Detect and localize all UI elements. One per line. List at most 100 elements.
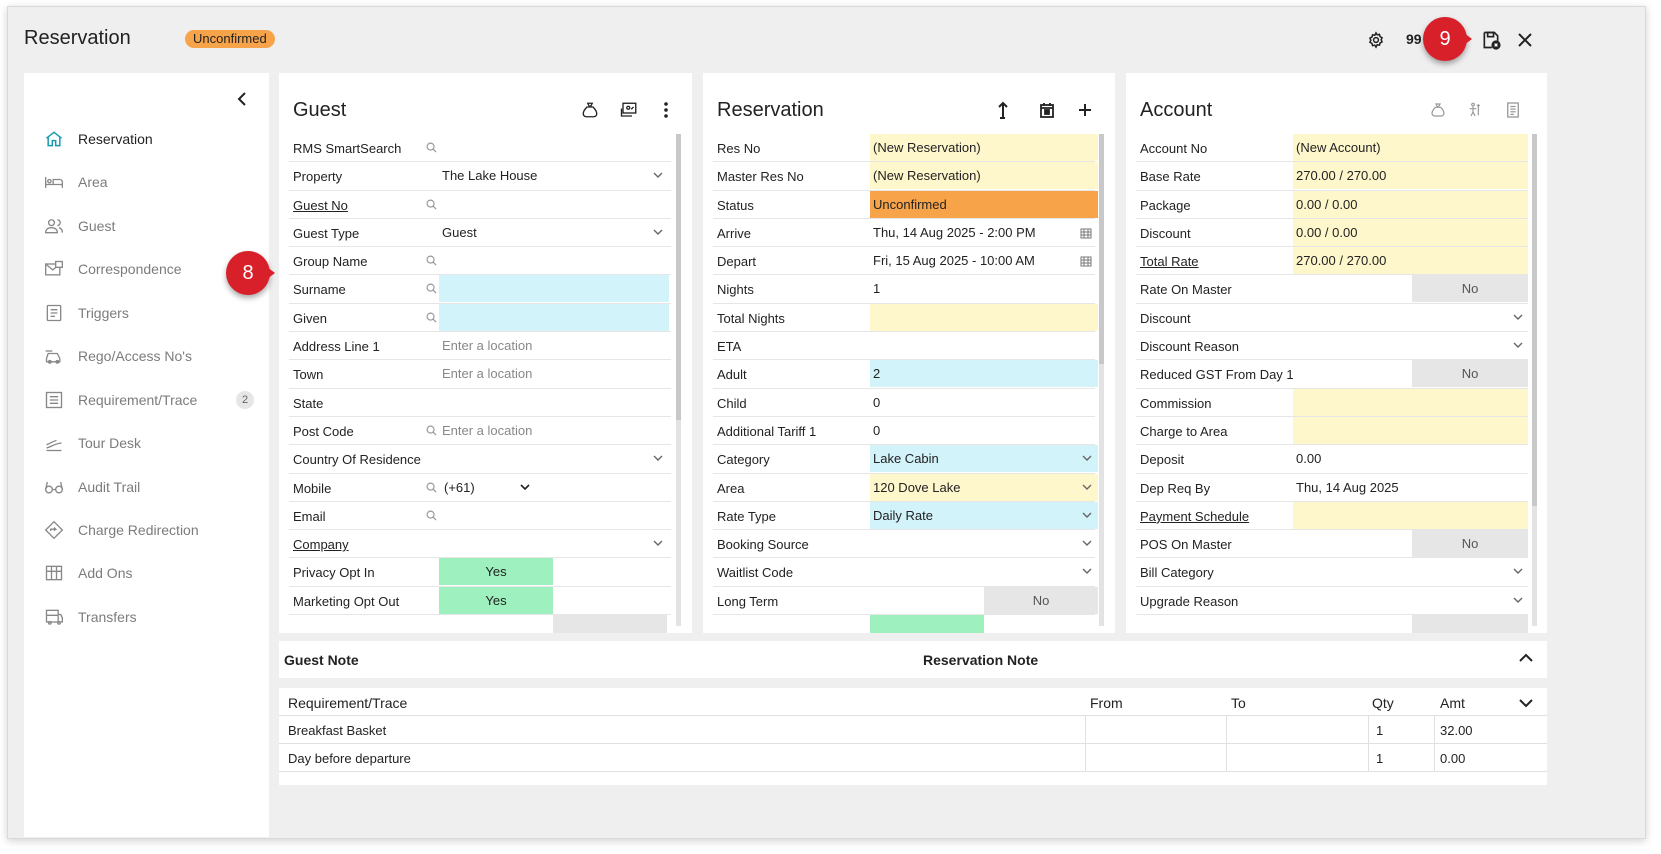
upgrade-reason-select[interactable] — [1293, 587, 1528, 614]
chevron-down-icon[interactable] — [1082, 511, 1092, 519]
waitlist-code-select[interactable] — [870, 558, 1098, 585]
partial-toggle[interactable] — [870, 615, 984, 633]
save-close-icon[interactable] — [1480, 29, 1502, 51]
chevron-down-icon[interactable] — [653, 454, 663, 462]
depart-date-input[interactable]: Fri, 15 Aug 2025 - 10:00 AM — [873, 253, 1035, 269]
search-icon[interactable] — [426, 199, 437, 210]
child-input[interactable]: 0 — [873, 394, 881, 410]
discount-select[interactable] — [1293, 304, 1528, 331]
adult-input[interactable]: 2 — [870, 360, 1098, 388]
receipt-icon[interactable] — [1502, 99, 1524, 121]
chevron-up-icon[interactable] — [1519, 653, 1533, 663]
calendar-icon[interactable] — [1080, 227, 1092, 239]
property-select[interactable]: The Lake House — [442, 168, 538, 184]
search-icon[interactable] — [426, 482, 437, 493]
sidebar-item-charge-redirection[interactable]: Charge Redirection — [44, 518, 199, 542]
partial-toggle[interactable] — [1412, 615, 1528, 633]
search-icon[interactable] — [426, 283, 437, 294]
pos-on-master-toggle[interactable]: No — [1412, 530, 1528, 558]
arrive-date-input[interactable]: Thu, 14 Aug 2025 - 2:00 PM — [873, 224, 1036, 240]
calendar-icon[interactable] — [1080, 255, 1092, 267]
table-row[interactable]: Breakfast Basket 1 32.00 — [279, 716, 1547, 744]
arrow-up-icon[interactable] — [992, 99, 1014, 121]
sidebar-item-add-ons[interactable]: Add Ons — [44, 561, 132, 585]
search-icon[interactable] — [426, 425, 437, 436]
booking-source-select[interactable] — [870, 530, 1098, 557]
chevron-down-icon[interactable] — [1082, 483, 1092, 491]
close-icon[interactable] — [1514, 29, 1536, 51]
search-icon[interactable] — [426, 142, 437, 153]
sidebar-item-transfers[interactable]: Transfers — [44, 605, 137, 629]
bill-category-select[interactable] — [1293, 558, 1528, 585]
category-select[interactable]: Lake Cabin — [870, 445, 1098, 473]
town-input[interactable]: Enter a location — [442, 366, 533, 382]
address-line-1-input[interactable]: Enter a location — [442, 338, 533, 354]
discount-reason-select[interactable] — [1293, 332, 1528, 359]
surname-input[interactable] — [439, 275, 669, 303]
area-select[interactable]: 120 Dove Lake — [870, 473, 1098, 501]
more-options-icon[interactable] — [655, 99, 677, 121]
guest-card-icon[interactable] — [618, 99, 640, 121]
email-input[interactable] — [439, 502, 669, 529]
nights-input[interactable]: 1 — [873, 281, 881, 297]
country-select[interactable] — [439, 445, 669, 472]
sidebar-item-reservation[interactable]: Reservation — [44, 127, 153, 151]
sidebar-item-correspondence[interactable]: Correspondence — [44, 257, 182, 281]
eta-input[interactable] — [870, 332, 1098, 359]
chevron-down-icon[interactable] — [520, 483, 530, 491]
sidebar-item-guest[interactable]: Guest — [44, 214, 115, 238]
add-icon[interactable] — [1074, 99, 1096, 121]
mobile-input[interactable] — [539, 474, 669, 501]
calendar-add-icon[interactable] — [1036, 99, 1058, 121]
guest-note-tab[interactable]: Guest Note — [284, 652, 359, 668]
reservation-note-tab[interactable]: Reservation Note — [923, 652, 1039, 668]
state-input[interactable] — [439, 389, 669, 416]
person-transfer-icon[interactable] — [1464, 99, 1486, 121]
chevron-down-icon[interactable] — [1082, 454, 1092, 462]
given-input[interactable] — [439, 303, 669, 331]
privacy-opt-in-toggle[interactable]: Yes — [439, 558, 553, 586]
search-icon[interactable] — [426, 510, 437, 521]
company-select[interactable] — [439, 530, 669, 557]
rate-type-select[interactable]: Daily Rate — [870, 501, 1098, 529]
additional-tariff-input[interactable]: 0 — [873, 422, 881, 438]
chevron-down-icon[interactable] — [1513, 341, 1523, 349]
chevron-down-icon[interactable] — [1513, 567, 1523, 575]
chevron-down-icon[interactable] — [1519, 698, 1533, 708]
chevron-down-icon[interactable] — [653, 539, 663, 547]
table-row[interactable]: Day before departure 1 0.00 — [279, 744, 1547, 772]
sidebar-item-area[interactable]: Area — [44, 170, 108, 194]
rate-on-master-toggle[interactable]: No — [1412, 275, 1528, 303]
chevron-down-icon[interactable] — [653, 228, 663, 236]
guest-type-select[interactable]: Guest — [442, 224, 477, 240]
status-select[interactable]: Unconfirmed — [870, 190, 1098, 218]
guest-no-input[interactable] — [439, 191, 669, 218]
chevron-down-icon[interactable] — [653, 171, 663, 179]
search-icon[interactable] — [426, 255, 437, 266]
sidebar-item-tour-desk[interactable]: Tour Desk — [44, 431, 141, 455]
reservation-scrollbar[interactable] — [1099, 134, 1104, 626]
marketing-opt-out-toggle[interactable]: Yes — [439, 586, 553, 614]
collapse-sidebar-chevron-left-icon[interactable] — [236, 91, 248, 112]
long-term-toggle[interactable]: No — [984, 586, 1098, 614]
sidebar-item-requirement-trace[interactable]: Requirement/Trace — [44, 388, 197, 412]
chevron-down-icon[interactable] — [1513, 313, 1523, 321]
smartsearch-input[interactable] — [439, 134, 669, 161]
chevron-down-icon[interactable] — [1082, 539, 1092, 547]
chevron-down-icon[interactable] — [1513, 596, 1523, 604]
account-scrollbar[interactable] — [1532, 134, 1537, 626]
reduced-gst-toggle[interactable]: No — [1412, 360, 1528, 388]
sidebar-item-rego[interactable]: Rego/Access No's — [44, 344, 192, 368]
sidebar-item-audit-trail[interactable]: Audit Trail — [44, 475, 140, 499]
deposit-input[interactable]: 0.00 — [1296, 451, 1322, 467]
sidebar-item-triggers[interactable]: Triggers — [44, 301, 129, 325]
money-bag-icon[interactable] — [1427, 99, 1449, 121]
guest-scrollbar[interactable] — [676, 134, 681, 626]
mobile-country-code-select[interactable]: (+61) — [444, 479, 475, 495]
post-code-input[interactable]: Enter a location — [442, 422, 533, 438]
group-name-input[interactable] — [439, 247, 669, 274]
partial-toggle[interactable] — [553, 615, 667, 633]
dep-req-by-input[interactable]: Thu, 14 Aug 2025 — [1296, 479, 1399, 495]
search-icon[interactable] — [426, 312, 437, 323]
money-bag-icon[interactable] — [579, 99, 601, 121]
